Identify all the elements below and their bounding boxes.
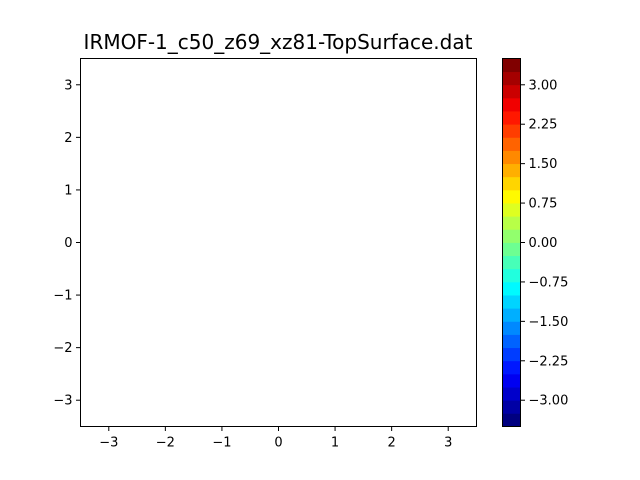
colorbar-tick-label: −1.50 bbox=[529, 315, 569, 330]
colorbar-tick-label: −2.25 bbox=[529, 354, 569, 369]
y-tick-label: −2 bbox=[53, 341, 72, 356]
colorbar-band bbox=[502, 97, 521, 112]
colorbar-band bbox=[502, 163, 521, 178]
colorbar-band bbox=[502, 295, 521, 309]
colorbar-band bbox=[502, 216, 521, 230]
colorbar-band bbox=[502, 203, 521, 217]
colorbar-tick-label: 3.00 bbox=[529, 78, 558, 93]
x-tick-label: 0 bbox=[274, 436, 282, 451]
plot-area bbox=[80, 58, 477, 427]
colorbar-ticks: −3.00 −2.25 −1.50 −0.75 0.00 0.75 1.50 2.25 3.00 bbox=[520, 78, 569, 409]
chart-title: IRMOF-1_c50_z69_xz81-TopSurface.dat bbox=[84, 30, 473, 54]
y-tick-label: 2 bbox=[64, 131, 72, 146]
x-tick-label: −1 bbox=[212, 436, 231, 451]
y-tick-label: −3 bbox=[53, 394, 72, 409]
colorbar-band bbox=[502, 268, 521, 283]
colorbar-tick-label: 0.75 bbox=[529, 197, 558, 212]
colorbar-band bbox=[502, 229, 521, 243]
colorbar-band bbox=[502, 334, 521, 349]
y-tick-label: 1 bbox=[64, 183, 72, 198]
colorbar-band bbox=[502, 360, 521, 375]
colorbar-band bbox=[502, 124, 521, 138]
y-tick-label: −1 bbox=[53, 289, 72, 304]
colorbar-band bbox=[502, 400, 521, 414]
colorbar-band bbox=[502, 242, 521, 257]
colorbar-band bbox=[502, 189, 521, 204]
colorbar-band bbox=[502, 347, 521, 362]
colorbar-band bbox=[502, 373, 521, 388]
colorbar-band bbox=[502, 150, 521, 165]
colorbar: −3.00 −2.25 −1.50 −0.75 0.00 0.75 1.50 2.25 3.00 bbox=[502, 58, 569, 427]
y-tick-label: 0 bbox=[64, 236, 72, 251]
colorbar-tick-label: 0.00 bbox=[529, 236, 558, 251]
colorbar-tick-label: 1.50 bbox=[529, 157, 558, 172]
x-tick-label: 2 bbox=[388, 436, 396, 451]
colorbar-band bbox=[502, 84, 521, 99]
colorbar-band bbox=[502, 413, 521, 427]
y-tick-label: 3 bbox=[64, 78, 72, 93]
x-tick-label: −3 bbox=[99, 436, 118, 451]
x-axis: −3 −2 −1 0 1 2 3 bbox=[99, 426, 452, 451]
colorbar-band bbox=[502, 308, 521, 322]
colorbar-tick-label: 2.25 bbox=[529, 118, 558, 133]
colorbar-band bbox=[502, 281, 521, 296]
colorbar-band bbox=[502, 387, 521, 401]
colorbar-band bbox=[502, 111, 521, 125]
x-tick-label: 3 bbox=[444, 436, 452, 451]
colorbar-band bbox=[502, 58, 521, 73]
x-tick-label: 1 bbox=[331, 436, 339, 451]
main-axes: −3 −2 −1 0 1 2 3 −3 −2 −1 0 1 2 3 bbox=[53, 58, 477, 451]
colorbar-band bbox=[502, 176, 521, 191]
colorbar-bands bbox=[502, 58, 521, 427]
y-axis: −3 −2 −1 0 1 2 3 bbox=[53, 78, 81, 409]
colorbar-band bbox=[502, 255, 521, 270]
x-tick-label: −2 bbox=[156, 436, 175, 451]
colorbar-band bbox=[502, 137, 521, 151]
colorbar-band bbox=[502, 321, 521, 335]
colorbar-tick-label: −0.75 bbox=[529, 275, 569, 290]
colorbar-tick-label: −3.00 bbox=[529, 394, 569, 409]
colorbar-band bbox=[502, 71, 521, 86]
